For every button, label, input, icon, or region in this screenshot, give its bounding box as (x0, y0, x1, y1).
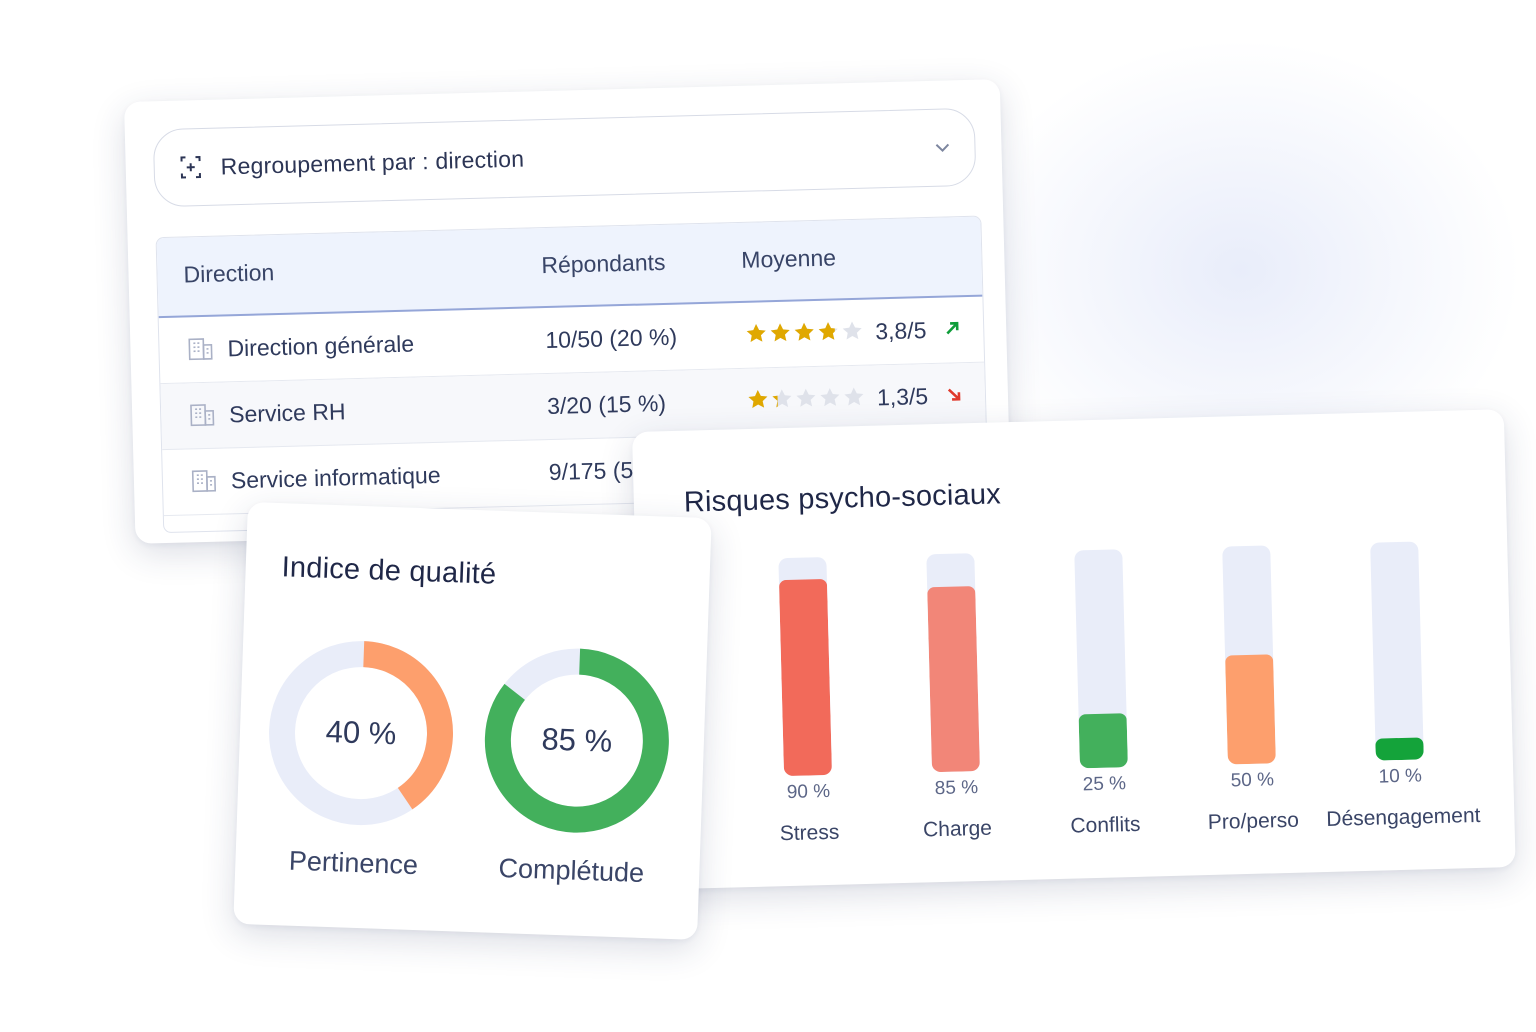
pertinence-donut-arc (269, 641, 454, 826)
bar-track (1074, 549, 1128, 769)
bar-value-label: 50 % (1230, 769, 1275, 792)
direction-name: Service informatique (230, 461, 441, 494)
table-row[interactable]: Service informatique 9/175 (5, (162, 428, 988, 517)
bar-value-label: 90 % (786, 780, 831, 804)
building-icon (191, 470, 217, 493)
bar-category-label: Désengagement (1326, 803, 1481, 831)
completude-donut-graphic (484, 648, 669, 833)
star-icon (794, 322, 814, 341)
star-icon (772, 389, 792, 408)
trend-up-icon (946, 321, 959, 335)
completude-label: Complétude (498, 852, 645, 889)
star-icon (844, 387, 864, 406)
rps-bar-charge: 85 % Charge (875, 552, 1032, 844)
chevron-down-icon[interactable] (932, 137, 953, 158)
bar-track (1222, 545, 1276, 765)
bar-track (1370, 541, 1424, 761)
star-icon (820, 388, 840, 407)
star-icon (748, 390, 768, 408)
column-header-average[interactable]: Moyenne (741, 244, 837, 273)
bar-value-label: 85 % (934, 777, 979, 800)
bar-fill (1375, 737, 1424, 761)
bar-fill (778, 578, 833, 777)
completude-donut-arc (484, 648, 669, 833)
bar-value-label: 10 % (1378, 765, 1423, 788)
pertinence-donut: 40 % (265, 637, 457, 829)
bar-category-label: Pro/perso (1207, 808, 1300, 835)
column-header-respondents[interactable]: Répondants (541, 248, 666, 279)
rps-bar-stress: 90 % Stress (727, 556, 884, 848)
score-value: 1,3/5 (876, 383, 929, 411)
score-value: 3,8/5 (874, 317, 927, 345)
rps-title: Risques psycho-sociaux (683, 478, 1002, 519)
star-icon (746, 324, 766, 342)
pertinence-value: 40 % (325, 713, 397, 752)
rps-bar-properso: 50 % Pro/perso (1171, 544, 1328, 836)
rating-stars (745, 320, 864, 345)
bar-value-label: 25 % (1082, 773, 1127, 796)
direction-table: Direction Répondants Moyenne Direction g… (155, 215, 990, 534)
rating-stars (747, 386, 866, 411)
bar-fill (1225, 654, 1276, 765)
building-icon (190, 404, 215, 427)
direction-name: Direction générale (227, 330, 415, 362)
building-icon (188, 338, 213, 361)
star-icon (770, 323, 790, 342)
table-row[interactable]: Direction générale 10/50 (20 %) 3,8/5 (158, 296, 985, 385)
bar-category-label: Conflits (1070, 812, 1141, 838)
direction-name: Service RH (228, 398, 346, 428)
trend-down-icon (947, 388, 961, 401)
completude-value: 85 % (540, 721, 613, 759)
bar-fill (927, 585, 980, 773)
quality-title: Indice de qualité (281, 551, 497, 591)
psychosocial-risks-card: Risques psycho-sociaux 90 % Stress 85 % Cha… (632, 409, 1516, 890)
bar-category-label: Stress (779, 820, 840, 846)
respondents-value: 10/50 (20 %) (545, 323, 678, 354)
groupby-select[interactable]: Regroupement par : direction (152, 107, 977, 208)
respondents-value: 9/175 (5, (548, 456, 640, 486)
groupby-label: Regroupement par : direction (220, 145, 525, 179)
column-header-direction[interactable]: Direction (183, 259, 275, 288)
star-icon (842, 321, 862, 340)
bar-track (926, 553, 980, 773)
star-icon (818, 322, 838, 341)
star-icon (796, 388, 816, 407)
rps-bar-dsengagement: 10 % Désengagement (1319, 540, 1481, 832)
pertinence-donut-graphic (269, 641, 454, 826)
table-row[interactable]: Service RH 3/20 (15 %) 1,3/5 (160, 362, 986, 451)
respondents-value: 3/20 (15 %) (546, 389, 667, 420)
rps-bar-conflits: 25 % Conflits (1023, 548, 1180, 840)
bar-category-label: Charge (922, 816, 993, 842)
direction-table-card: Regroupement par : direction Direction R… (124, 79, 1012, 544)
bar-track (778, 556, 833, 777)
quality-index-card: Indice de qualité 40 % Pertinence 85 % C… (233, 502, 712, 940)
group-add-icon (178, 155, 203, 180)
pertinence-label: Pertinence (288, 845, 419, 881)
bar-fill (1078, 712, 1128, 769)
completude-donut: 85 % (481, 644, 673, 836)
